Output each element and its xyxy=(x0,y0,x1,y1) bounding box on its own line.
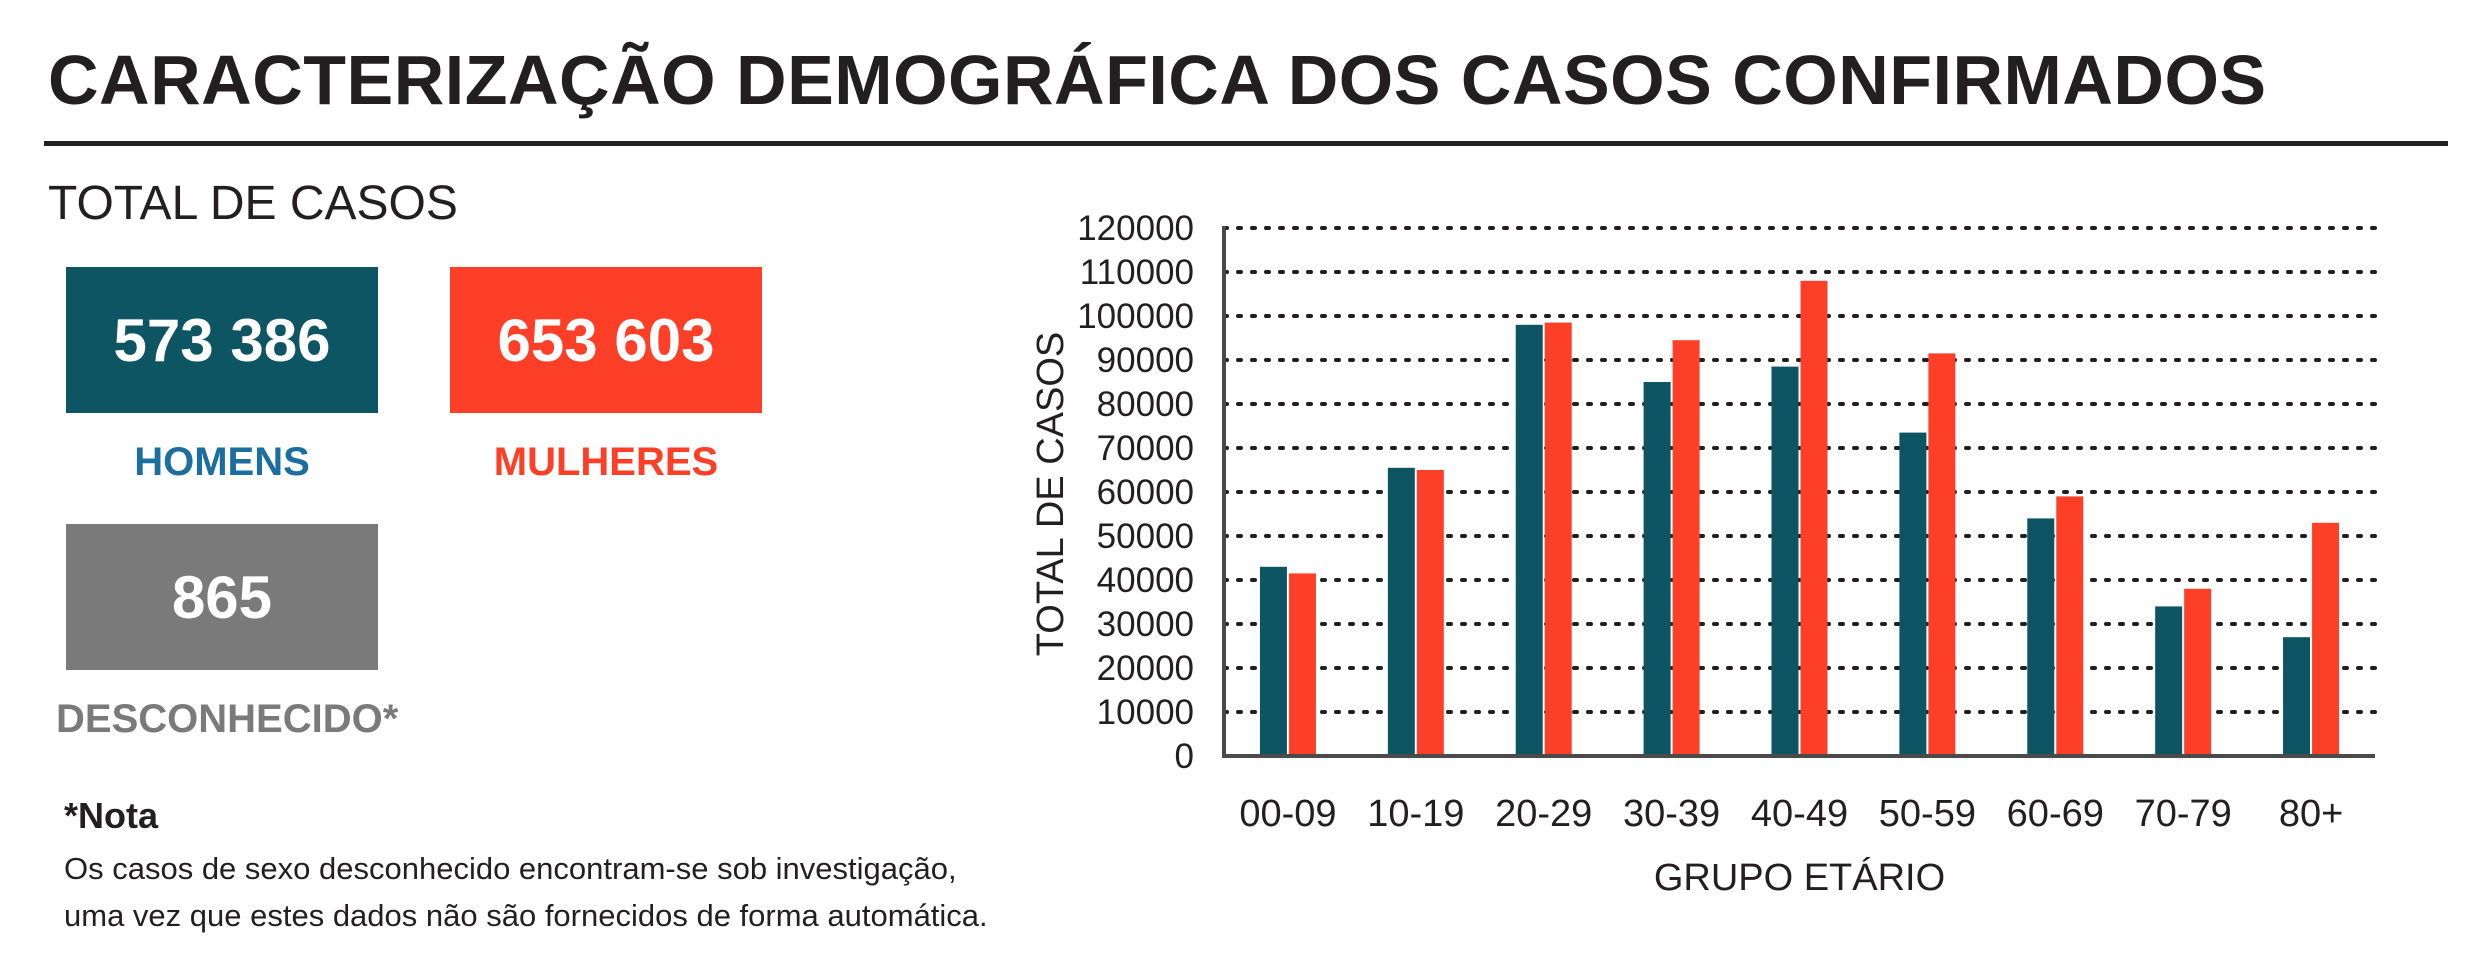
bar xyxy=(2155,606,2183,756)
y-tick-label: 70000 xyxy=(1097,429,1194,468)
x-tick-label: 50-59 xyxy=(1879,793,1976,835)
bar xyxy=(1643,382,1671,756)
note-text: Os casos de sexo desconhecido encontram-… xyxy=(64,845,1064,939)
men-label: HOMENS xyxy=(134,440,310,484)
unknown-total-box: 865 xyxy=(66,524,378,670)
title-divider xyxy=(44,141,2448,146)
men-total-box: 573 386 xyxy=(66,267,378,413)
x-tick-label: 60-69 xyxy=(2007,793,2104,835)
bar xyxy=(2283,637,2311,756)
bar xyxy=(2184,588,2212,756)
x-tick-label: 40-49 xyxy=(1751,793,1848,835)
y-tick-label: 10000 xyxy=(1097,693,1194,732)
x-tick-label: 80+ xyxy=(2279,793,2343,835)
bar xyxy=(1672,340,1700,756)
y-tick-label: 20000 xyxy=(1097,649,1194,688)
y-tick-label: 40000 xyxy=(1097,561,1194,600)
unknown-label: DESCONHECIDO* xyxy=(56,697,399,741)
bar xyxy=(1771,366,1799,756)
y-tick-label: 80000 xyxy=(1097,385,1194,424)
women-total-box: 653 603 xyxy=(450,267,762,413)
page-title: CARACTERIZAÇÃO DEMOGRÁFICA DOS CASOS CON… xyxy=(48,41,2267,119)
x-tick-label: 00-09 xyxy=(1239,793,1336,835)
totals-heading: TOTAL DE CASOS xyxy=(48,177,458,230)
note-title: *Nota xyxy=(64,795,159,836)
note-line: uma vez que estes dados não são fornecid… xyxy=(64,898,988,933)
y-tick-label: 110000 xyxy=(1080,253,1194,292)
y-tick-label: 50000 xyxy=(1097,517,1194,556)
bar xyxy=(1544,322,1572,756)
women-label: MULHERES xyxy=(493,440,719,484)
y-tick-label: 30000 xyxy=(1097,605,1194,644)
bar xyxy=(1387,467,1415,756)
bar xyxy=(1259,566,1287,756)
bar xyxy=(1515,324,1543,756)
y-tick-label: 120000 xyxy=(1077,209,1194,248)
bar xyxy=(2056,496,2084,756)
bar xyxy=(1928,353,1956,756)
x-tick-label: 20-29 xyxy=(1495,793,1592,835)
note-line: Os casos de sexo desconhecido encontram-… xyxy=(64,851,957,886)
bar xyxy=(1288,573,1316,756)
y-tick-label: 60000 xyxy=(1097,473,1194,512)
x-tick-label: 30-39 xyxy=(1623,793,1720,835)
bar xyxy=(2312,522,2340,756)
x-tick-label: 10-19 xyxy=(1367,793,1464,835)
y-tick-label: 100000 xyxy=(1077,297,1194,336)
bar xyxy=(1899,432,1927,756)
bar xyxy=(1800,280,1828,756)
y-axis-title: TOTAL DE CASOS xyxy=(1030,332,1072,656)
x-tick-label: 70-79 xyxy=(2135,793,2232,835)
y-tick-label: 90000 xyxy=(1097,341,1194,380)
bar xyxy=(1416,470,1444,756)
bar xyxy=(2027,518,2055,756)
x-axis-title: GRUPO ETÁRIO xyxy=(1654,856,1945,899)
y-tick-label: 0 xyxy=(1175,737,1194,776)
